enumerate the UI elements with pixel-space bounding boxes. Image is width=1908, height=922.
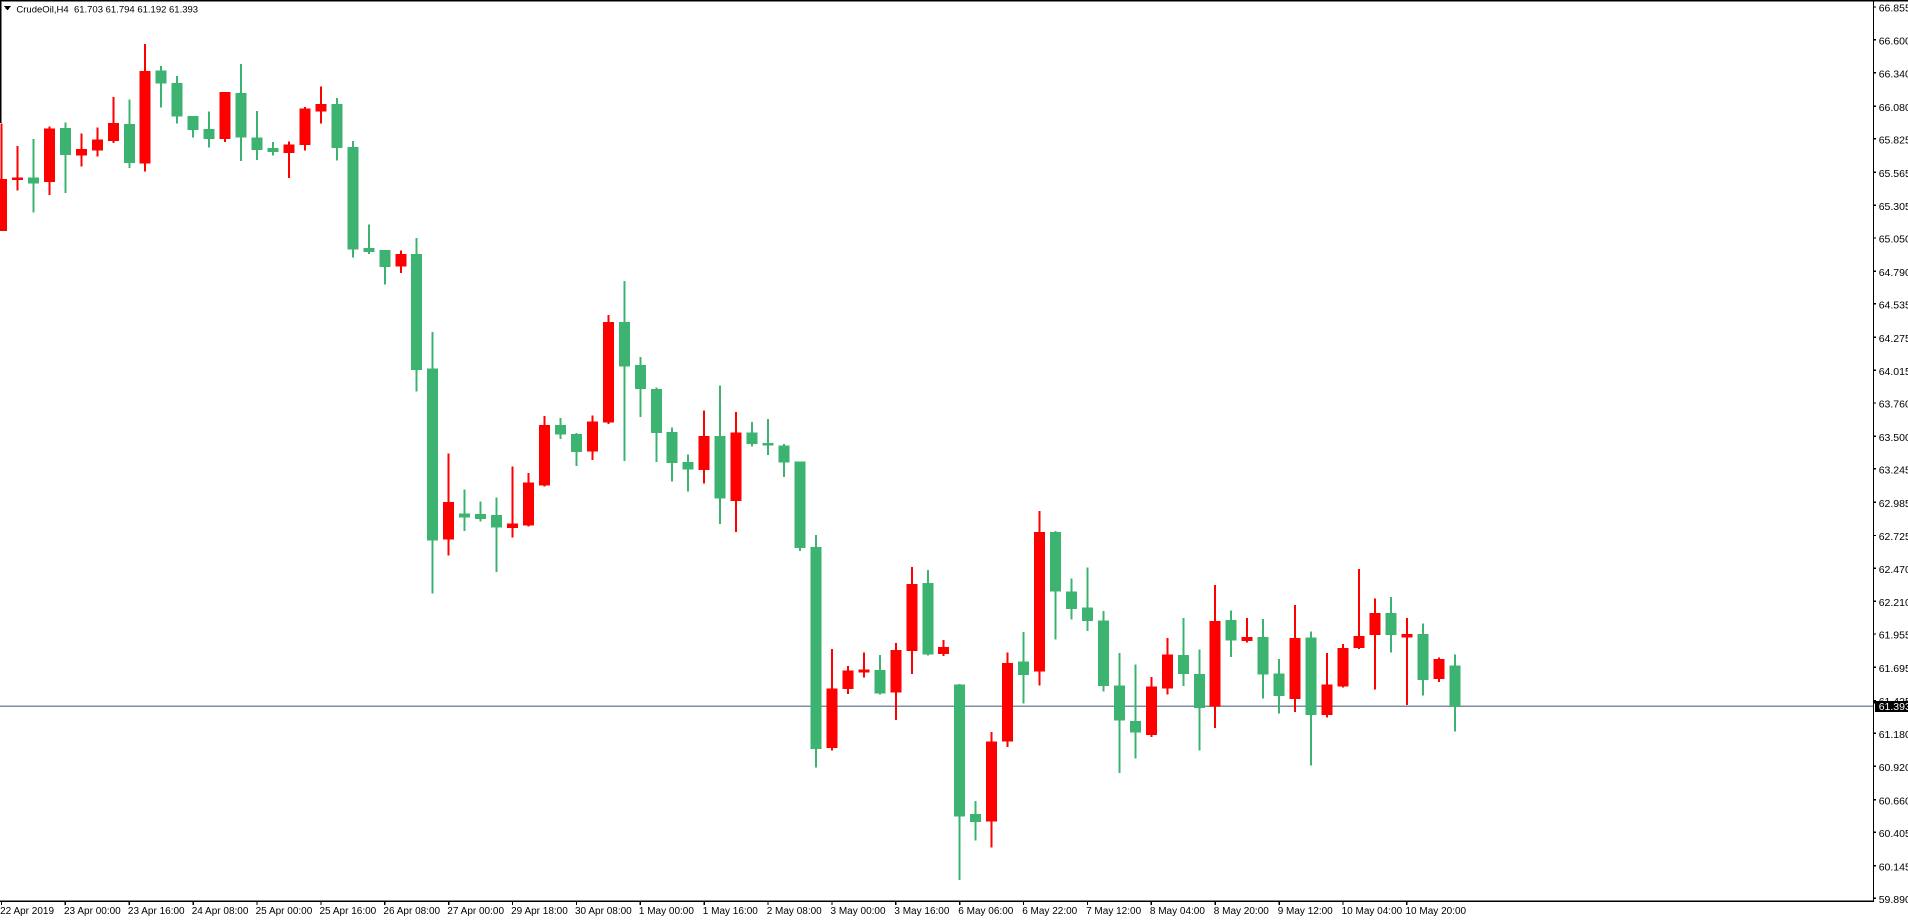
svg-text:2 May 08:00: 2 May 08:00 [767, 906, 822, 917]
svg-text:6 May 06:00: 6 May 06:00 [958, 906, 1013, 917]
svg-text:24 Apr 08:00: 24 Apr 08:00 [192, 906, 249, 917]
svg-text:62.470: 62.470 [1879, 564, 1908, 576]
svg-text:60.660: 60.660 [1879, 795, 1908, 807]
svg-text:26 Apr 08:00: 26 Apr 08:00 [383, 906, 440, 917]
svg-text:63.245: 63.245 [1879, 465, 1908, 477]
svg-text:10 May 04:00: 10 May 04:00 [1342, 906, 1403, 917]
svg-text:65.565: 65.565 [1879, 168, 1908, 180]
svg-text:64.015: 64.015 [1879, 366, 1908, 378]
svg-text:25 Apr 16:00: 25 Apr 16:00 [320, 906, 377, 917]
svg-text:59.890: 59.890 [1879, 894, 1908, 906]
svg-text:22 Apr 2019: 22 Apr 2019 [0, 906, 54, 917]
svg-text:64.275: 64.275 [1879, 333, 1908, 345]
svg-text:8 May 20:00: 8 May 20:00 [1214, 906, 1269, 917]
svg-text:64.535: 64.535 [1879, 300, 1908, 312]
svg-text:30 Apr 08:00: 30 Apr 08:00 [575, 906, 632, 917]
svg-text:8 May 04:00: 8 May 04:00 [1150, 906, 1205, 917]
svg-text:65.825: 65.825 [1879, 135, 1908, 147]
svg-text:66.600: 66.600 [1879, 35, 1908, 47]
svg-text:27 Apr 00:00: 27 Apr 00:00 [447, 906, 504, 917]
svg-text:65.305: 65.305 [1879, 201, 1908, 213]
svg-text:62.210: 62.210 [1879, 597, 1908, 609]
svg-text:66.340: 66.340 [1879, 69, 1908, 81]
svg-text:63.500: 63.500 [1879, 432, 1908, 444]
svg-text:1 May 00:00: 1 May 00:00 [639, 906, 694, 917]
svg-text:3 May 00:00: 3 May 00:00 [831, 906, 886, 917]
svg-text:9 May 12:00: 9 May 12:00 [1278, 906, 1333, 917]
svg-text:60.405: 60.405 [1879, 828, 1908, 840]
svg-text:29 Apr 18:00: 29 Apr 18:00 [511, 906, 568, 917]
svg-text:61.955: 61.955 [1879, 630, 1908, 642]
svg-text:65.050: 65.050 [1879, 234, 1908, 246]
svg-text:62.985: 62.985 [1879, 498, 1908, 510]
svg-text:61.180: 61.180 [1879, 729, 1908, 741]
svg-text:62.725: 62.725 [1879, 531, 1908, 543]
svg-text:1 May 16:00: 1 May 16:00 [703, 906, 758, 917]
svg-text:60.920: 60.920 [1879, 762, 1908, 774]
svg-text:23 Apr 16:00: 23 Apr 16:00 [128, 906, 185, 917]
svg-text:23 Apr 00:00: 23 Apr 00:00 [64, 906, 121, 917]
svg-text:66.080: 66.080 [1879, 102, 1908, 114]
svg-text:6 May 22:00: 6 May 22:00 [1022, 906, 1077, 917]
svg-text:64.790: 64.790 [1879, 267, 1908, 279]
svg-text:66.855: 66.855 [1879, 3, 1908, 15]
svg-text:61.695: 61.695 [1879, 663, 1908, 675]
svg-text:60.145: 60.145 [1879, 861, 1908, 873]
svg-text:3 May 16:00: 3 May 16:00 [894, 906, 949, 917]
svg-text:61.393: 61.393 [1879, 701, 1908, 713]
svg-text:CrudeOil,H4 61.703 61.794 61.: CrudeOil,H4 61.703 61.794 61.192 61.393 [16, 4, 198, 15]
svg-text:25 Apr 00:00: 25 Apr 00:00 [256, 906, 313, 917]
svg-text:10 May 20:00: 10 May 20:00 [1406, 906, 1467, 917]
svg-text:63.760: 63.760 [1879, 399, 1908, 411]
svg-text:7 May 12:00: 7 May 12:00 [1086, 906, 1141, 917]
